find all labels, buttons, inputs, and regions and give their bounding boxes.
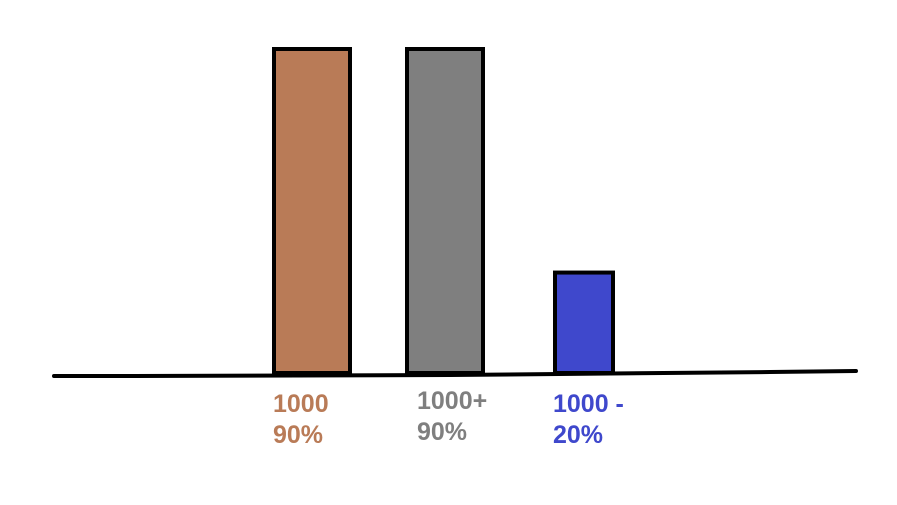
category-label-3-line-1: 1000 - [553, 390, 624, 418]
category-label-3-line-2: 20% [553, 421, 604, 449]
category-label-1: 1000 90% [273, 389, 329, 451]
bar-1 [272, 47, 352, 375]
category-label-1-line-1: 1000 [273, 390, 329, 418]
category-label-1-line-2: 90% [273, 421, 324, 449]
bars-group [272, 47, 615, 375]
bar-3 [553, 270, 615, 375]
bar-2 [405, 47, 485, 375]
x-axis-baseline [52, 369, 858, 378]
category-label-2-line-1: 1000+ [417, 387, 488, 415]
category-label-3: 1000 - 20% [553, 389, 624, 451]
category-label-2: 1000+ 90% [417, 386, 487, 448]
category-label-2-line-2: 90% [417, 418, 468, 446]
